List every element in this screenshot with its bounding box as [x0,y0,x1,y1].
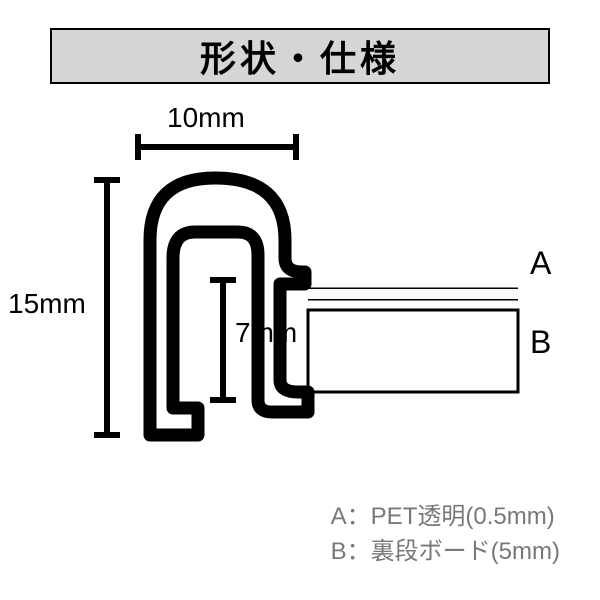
legend-b: B：裏段ボード(5mm) [331,535,560,570]
title-text: 形状・仕様 [200,30,400,82]
profile-outline [150,178,308,435]
label-a: A [530,245,551,282]
legend-a: A：PET透明(0.5mm) [331,500,560,535]
dim-inner [210,280,236,400]
title-bar: 形状・仕様 [50,28,550,84]
dim-top-label: 10mm [167,102,245,134]
profile-svg [50,110,550,490]
dim-left [94,180,120,435]
dim-top [138,134,296,160]
layer-b [308,310,518,392]
layer-a [308,289,518,299]
legend: A：PET透明(0.5mm) B：裏段ボード(5mm) [331,500,560,570]
profile-diagram: 10mm 15mm 7mm A B [50,110,550,490]
dim-left-label: 15mm [8,288,86,320]
dim-inner-label: 7mm [235,317,297,349]
label-b: B [530,324,551,361]
